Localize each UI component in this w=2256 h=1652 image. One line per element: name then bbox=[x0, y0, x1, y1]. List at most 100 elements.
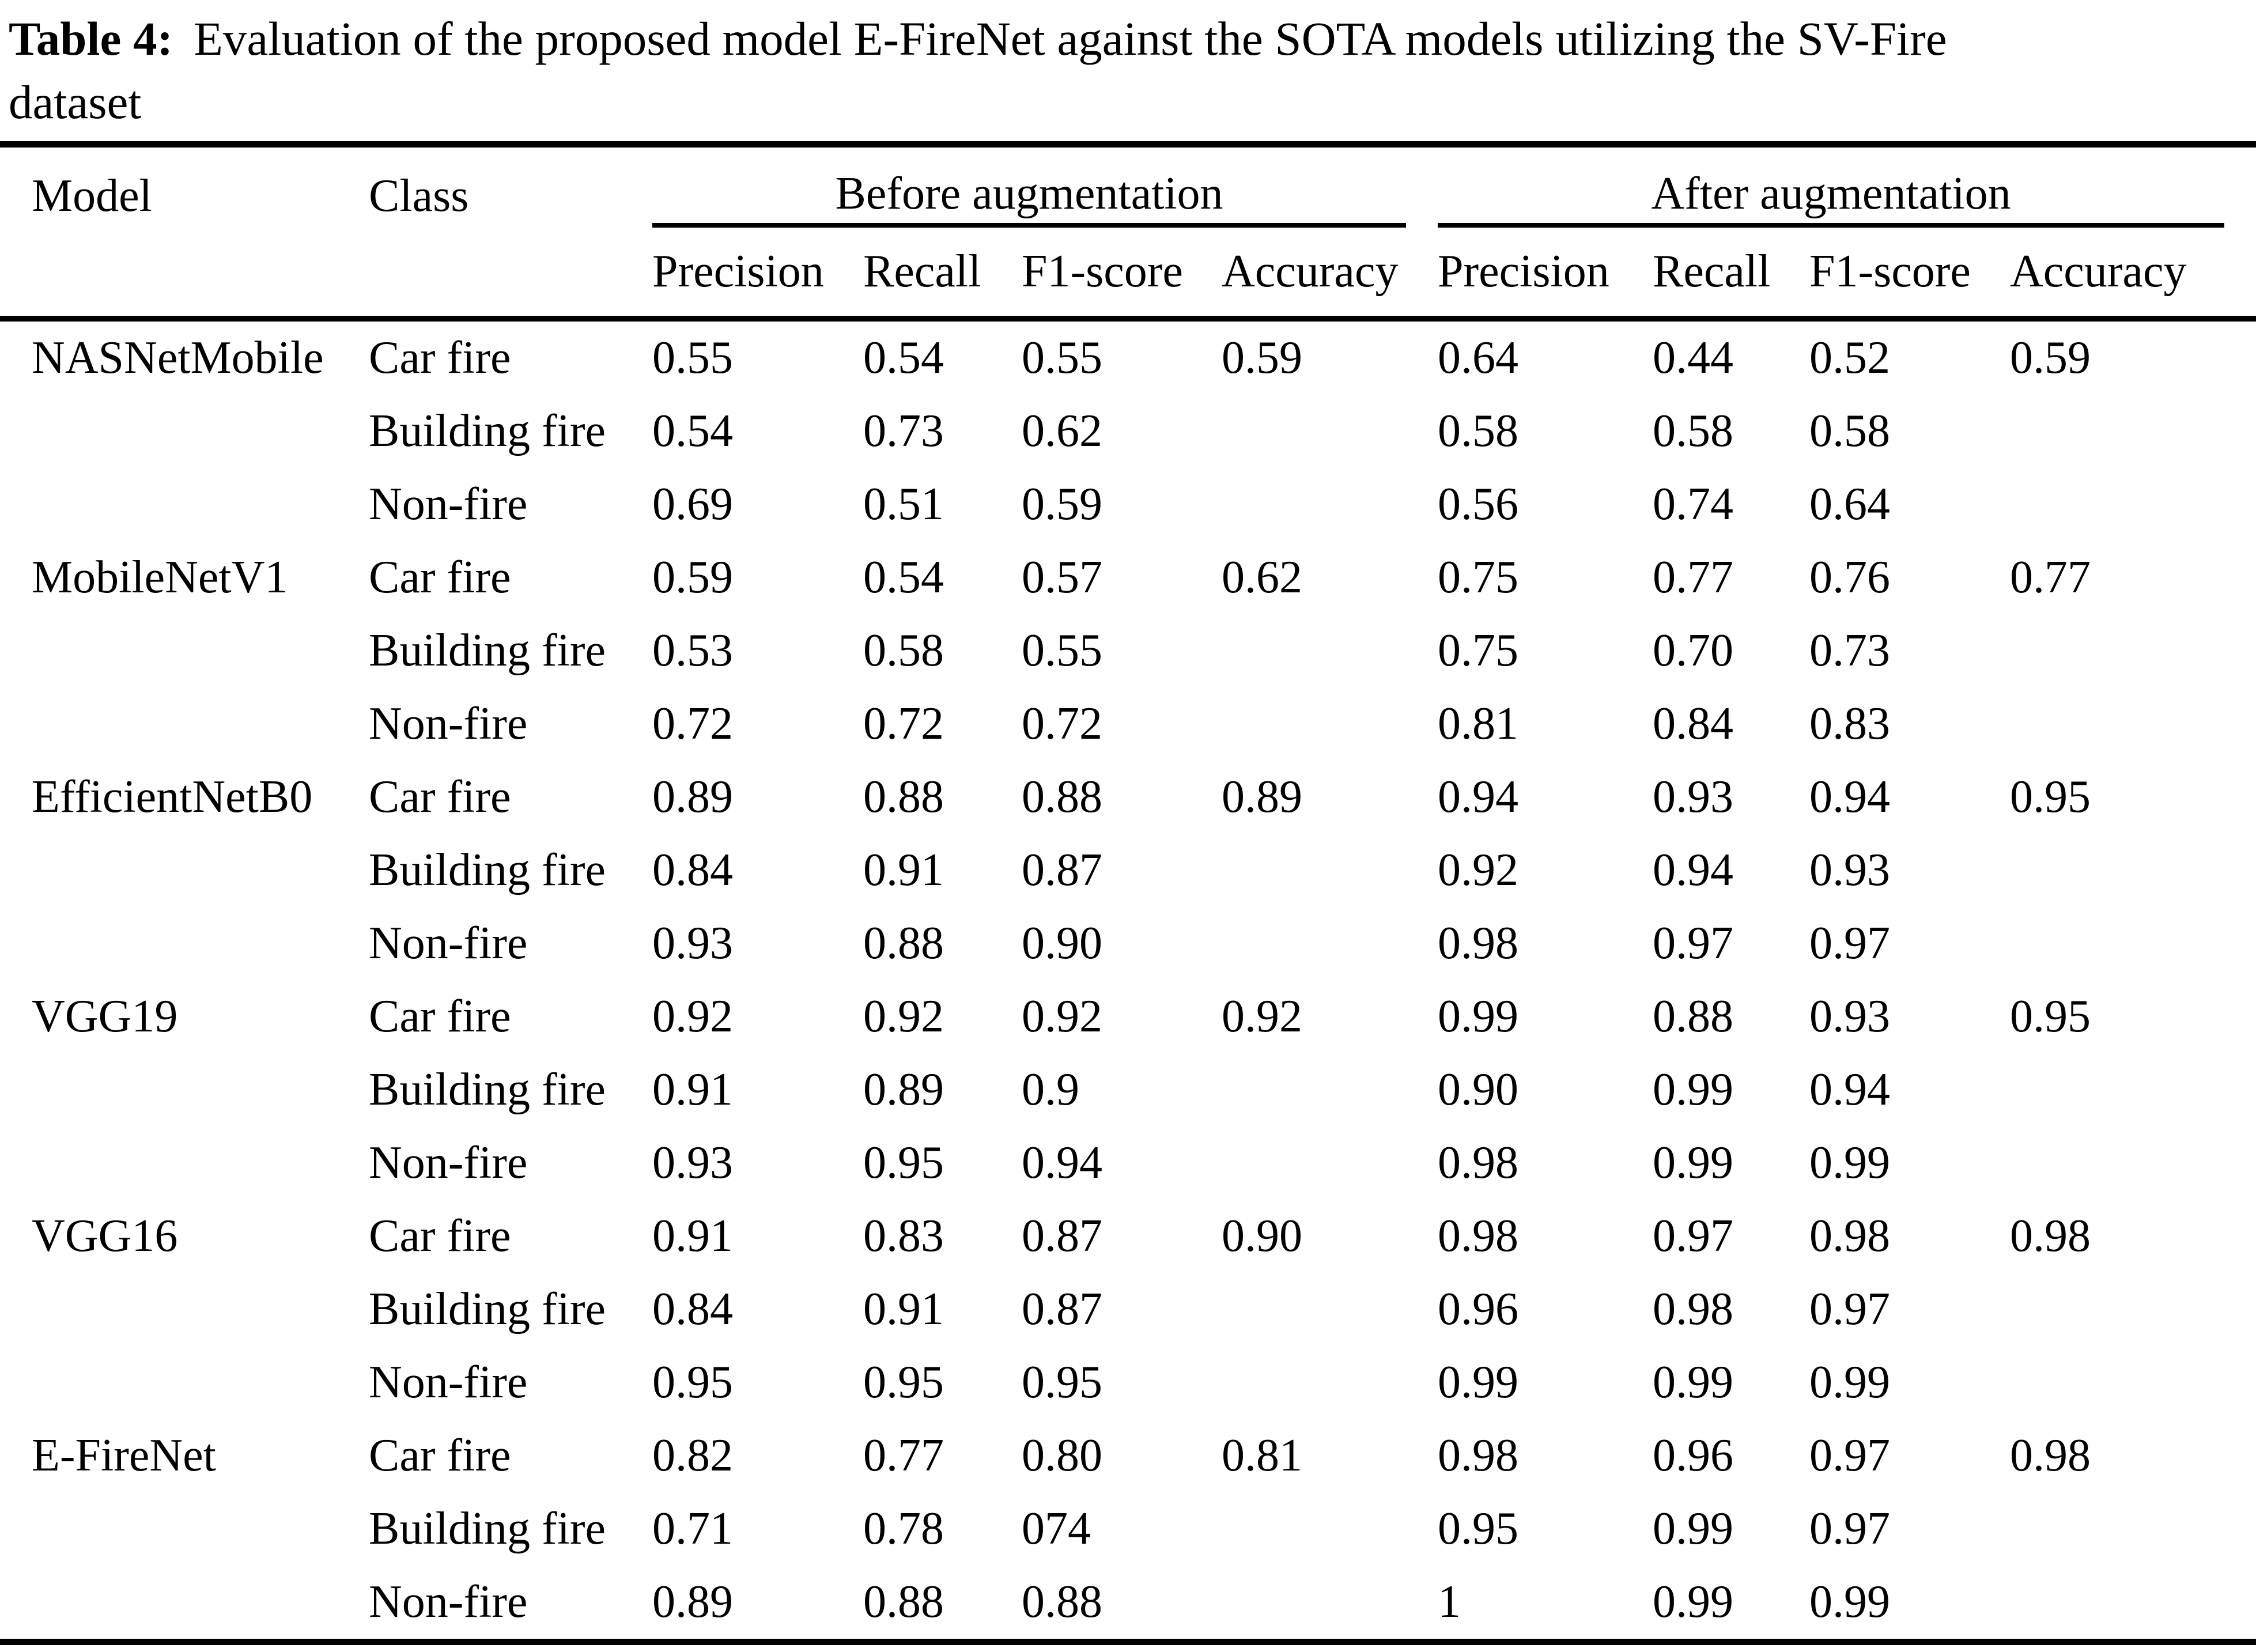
cell-class: Non-fire bbox=[369, 698, 528, 749]
table-row: Building fire 0.84 0.91 0.87 0.92 0.94 0.93 bbox=[0, 834, 2256, 907]
cell-before-recall: 0.54 bbox=[863, 552, 944, 603]
cell-before-recall: 0.92 bbox=[863, 991, 944, 1042]
cell-after-precision: 1 bbox=[1438, 1577, 1461, 1627]
cell-after-f1: 0.97 bbox=[1809, 1284, 1890, 1335]
cell-before-f1: 0.94 bbox=[1022, 1137, 1102, 1188]
cell-before-accuracy bbox=[1222, 907, 1438, 980]
cell-after-accuracy bbox=[2010, 614, 2256, 687]
table-row: VGG19 Car fire 0.92 0.92 0.92 0.92 0.99 0.88 0.9… bbox=[0, 980, 2256, 1053]
cell-model: MobileNetV1 bbox=[32, 552, 288, 603]
cell-before-recall: 0.73 bbox=[863, 406, 944, 456]
cell-model bbox=[0, 1492, 369, 1566]
cell-before-precision: 0.89 bbox=[652, 1577, 733, 1627]
cell-after-precision: 0.58 bbox=[1438, 406, 1518, 456]
cell-after-accuracy bbox=[2010, 1566, 2256, 1642]
table-row: Non-fire 0.93 0.95 0.94 0.98 0.99 0.99 bbox=[0, 1126, 2256, 1200]
cell-before-accuracy: 0.92 bbox=[1222, 991, 1302, 1042]
table-row: Building fire 0.84 0.91 0.87 0.96 0.98 0.97 bbox=[0, 1273, 2256, 1346]
cell-before-recall: 0.95 bbox=[863, 1137, 944, 1188]
cell-class: Car fire bbox=[369, 991, 511, 1042]
cell-before-accuracy bbox=[1222, 1273, 1438, 1346]
cell-before-precision: 0.91 bbox=[652, 1064, 733, 1115]
cell-before-f1: 0.87 bbox=[1022, 1284, 1102, 1335]
cell-after-recall: 0.99 bbox=[1653, 1137, 1733, 1188]
cell-after-accuracy bbox=[2010, 1346, 2256, 1419]
cell-after-precision: 0.75 bbox=[1438, 625, 1518, 676]
cell-after-recall: 0.99 bbox=[1653, 1064, 1733, 1115]
cell-after-f1: 0.76 bbox=[1809, 552, 1890, 603]
cell-before-accuracy: 0.59 bbox=[1222, 332, 1302, 383]
cell-after-f1: 0.99 bbox=[1809, 1357, 1890, 1408]
cell-before-f1: 0.87 bbox=[1022, 1211, 1102, 1261]
cell-before-f1: 0.95 bbox=[1022, 1357, 1102, 1408]
cell-before-accuracy bbox=[1222, 468, 1438, 541]
cell-before-recall: 0.77 bbox=[863, 1430, 944, 1481]
cell-model: E-FireNet bbox=[32, 1430, 216, 1481]
col-header-after-accuracy: Accuracy bbox=[2010, 228, 2256, 322]
cell-after-f1: 0.73 bbox=[1809, 625, 1890, 676]
cell-before-precision: 0.84 bbox=[652, 1284, 733, 1335]
cell-before-recall: 0.95 bbox=[863, 1357, 944, 1408]
cell-after-f1: 0.99 bbox=[1809, 1577, 1890, 1627]
cell-before-recall: 0.58 bbox=[863, 625, 944, 676]
table-caption: Table 4: Evaluation of the proposed model… bbox=[9, 7, 2250, 134]
cell-model: EfficientNetB0 bbox=[32, 772, 313, 822]
cell-after-precision: 0.92 bbox=[1438, 845, 1518, 895]
col-header-before-accuracy: Accuracy bbox=[1222, 228, 1438, 322]
cell-model bbox=[0, 395, 369, 468]
cell-after-precision: 0.56 bbox=[1438, 479, 1518, 530]
cell-before-accuracy bbox=[1222, 834, 1438, 907]
cell-before-f1: 0.92 bbox=[1022, 991, 1102, 1042]
evaluation-table: Model Class Before augmentation After au… bbox=[0, 141, 2256, 1645]
cell-after-f1: 0.93 bbox=[1809, 845, 1890, 895]
cell-before-accuracy bbox=[1222, 1492, 1438, 1566]
header-metric-row: Precision Recall F1-score Accuracy Preci… bbox=[0, 228, 2256, 322]
cell-before-precision: 0.92 bbox=[652, 991, 733, 1042]
cell-after-f1: 0.97 bbox=[1809, 1503, 1890, 1554]
table-row: Non-fire 0.69 0.51 0.59 0.56 0.74 0.64 bbox=[0, 468, 2256, 541]
cell-after-recall: 0.70 bbox=[1653, 625, 1733, 676]
cell-before-accuracy: 0.89 bbox=[1222, 772, 1302, 822]
cell-before-precision: 0.54 bbox=[652, 406, 733, 456]
cell-model bbox=[0, 907, 369, 980]
cell-class: Building fire bbox=[369, 1503, 606, 1554]
cell-before-f1: 0.55 bbox=[1022, 625, 1102, 676]
cell-model: VGG16 bbox=[32, 1211, 178, 1261]
cell-before-precision: 0.93 bbox=[652, 918, 733, 969]
cell-before-recall: 0.91 bbox=[863, 845, 944, 895]
table-row: MobileNetV1 Car fire 0.59 0.54 0.57 0.62 0.75 0… bbox=[0, 541, 2256, 614]
col-group-after-augmentation: After augmentation bbox=[1438, 145, 2256, 228]
cell-before-recall: 0.88 bbox=[863, 1577, 944, 1627]
table-row: Building fire 0.91 0.89 0.9 0.90 0.99 0.94 bbox=[0, 1053, 2256, 1126]
group-underline-before bbox=[652, 223, 1406, 228]
cell-before-recall: 0.88 bbox=[863, 772, 944, 822]
caption-line-1: Table 4: Evaluation of the proposed model… bbox=[9, 7, 2250, 70]
cell-class: Non-fire bbox=[369, 1137, 528, 1188]
cell-after-precision: 0.90 bbox=[1438, 1064, 1518, 1115]
cell-after-f1: 0.58 bbox=[1809, 406, 1890, 456]
cell-after-precision: 0.98 bbox=[1438, 1137, 1518, 1188]
cell-after-accuracy bbox=[2010, 468, 2256, 541]
cell-after-recall: 0.88 bbox=[1653, 991, 1733, 1042]
cell-before-f1: 0.87 bbox=[1022, 845, 1102, 895]
table-body: NASNetMobile Car fire 0.55 0.54 0.55 0.59 0.64… bbox=[0, 319, 2256, 1642]
cell-before-f1: 0.88 bbox=[1022, 772, 1102, 822]
cell-after-recall: 0.96 bbox=[1653, 1430, 1733, 1481]
cell-before-recall: 0.78 bbox=[863, 1503, 944, 1554]
cell-before-precision: 0.55 bbox=[652, 332, 733, 383]
cell-class: Building fire bbox=[369, 625, 606, 676]
cell-after-recall: 0.97 bbox=[1653, 1211, 1733, 1261]
cell-before-f1: 0.88 bbox=[1022, 1577, 1102, 1627]
cell-after-accuracy: 0.59 bbox=[2010, 332, 2091, 383]
cell-after-accuracy: 0.95 bbox=[2010, 772, 2091, 822]
cell-before-f1: 0.55 bbox=[1022, 332, 1102, 383]
table-row: Non-fire 0.93 0.88 0.90 0.98 0.97 0.97 bbox=[0, 907, 2256, 980]
cell-after-precision: 0.98 bbox=[1438, 918, 1518, 969]
cell-after-accuracy bbox=[2010, 1053, 2256, 1126]
cell-before-recall: 0.88 bbox=[863, 918, 944, 969]
table-row: E-FireNet Car fire 0.82 0.77 0.80 0.81 0.98 0.9… bbox=[0, 1419, 2256, 1492]
cell-before-recall: 0.91 bbox=[863, 1284, 944, 1335]
cell-after-accuracy bbox=[2010, 1492, 2256, 1566]
cell-after-accuracy bbox=[2010, 907, 2256, 980]
